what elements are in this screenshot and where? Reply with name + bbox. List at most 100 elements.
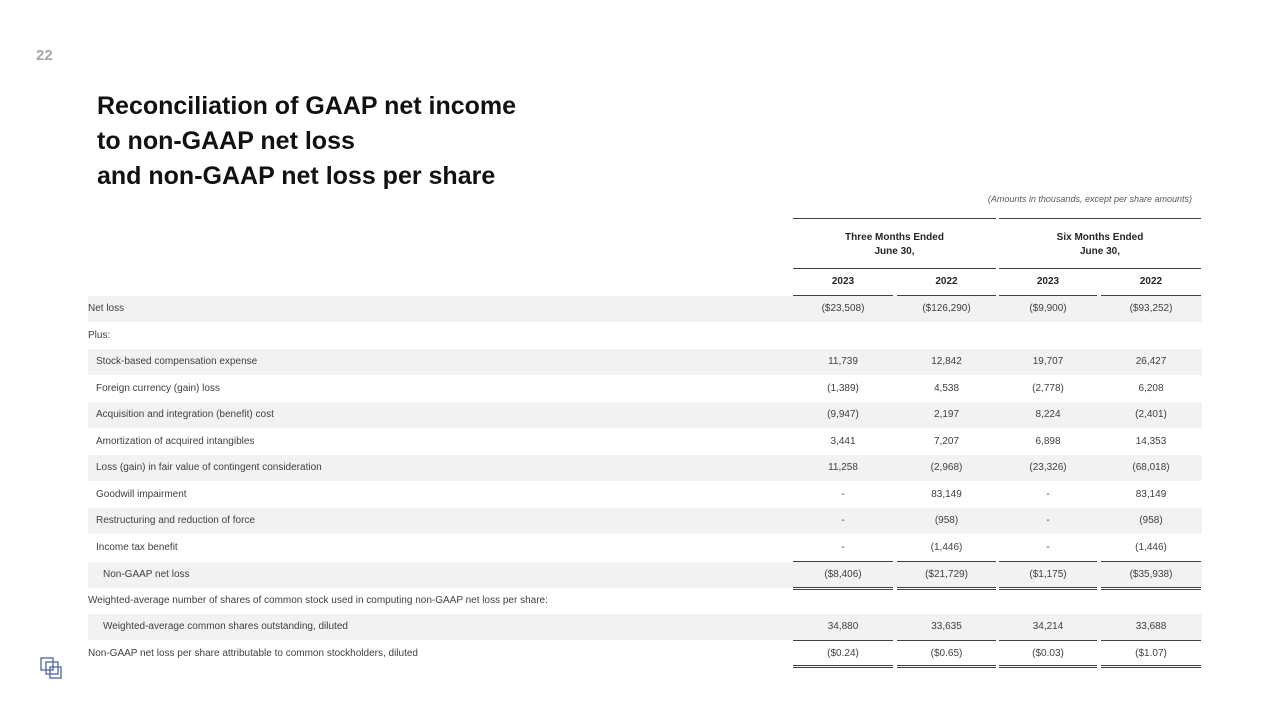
group-header-six-months: Six Months Ended June 30, — [999, 218, 1201, 259]
row-label: Restructuring and reduction of force — [96, 515, 255, 526]
total-double-line — [793, 665, 893, 668]
cell-value: ($0.24) — [827, 648, 859, 659]
cell-value: (1,446) — [1135, 542, 1167, 553]
cell-value: 8,224 — [1035, 409, 1061, 420]
row-label: Net loss — [88, 303, 125, 314]
cell-value: ($126,290) — [922, 303, 971, 314]
cell-value: 3,441 — [830, 436, 856, 447]
title-line-1: Reconciliation of GAAP net income — [97, 92, 517, 120]
group-header-three-months: Three Months Ended June 30, — [793, 218, 996, 259]
cell-value: (68,018) — [1132, 462, 1170, 473]
subtotal-line — [897, 561, 996, 562]
table-row-weighted-average-diluted: Weighted-average common shares outstandi… — [88, 614, 1202, 640]
cell-value: ($9,900) — [1029, 303, 1067, 314]
subtotal-line — [1101, 640, 1201, 641]
cell-value: - — [1046, 489, 1050, 500]
cell-value: ($8,406) — [824, 569, 862, 580]
total-double-line — [1101, 665, 1201, 668]
total-double-line — [897, 587, 996, 590]
total-double-line — [999, 587, 1097, 590]
row-label: Stock-based compensation expense — [96, 356, 258, 367]
table-row-restructuring: Restructuring and reduction of force - (… — [88, 508, 1202, 534]
year-divider — [1101, 295, 1201, 296]
table-row-net-loss: Net loss ($23,508) ($126,290) ($9,900) (… — [88, 296, 1202, 322]
page-number: 22 — [36, 47, 53, 64]
subtotal-line — [897, 640, 996, 641]
cell-value: ($1.07) — [1135, 648, 1167, 659]
group-header-line2: June 30, — [874, 246, 915, 257]
cell-value: (2,968) — [930, 462, 963, 473]
total-double-line — [1101, 587, 1201, 590]
cell-value: (23,326) — [1029, 462, 1067, 473]
row-label: Amortization of acquired intangibles — [96, 436, 255, 447]
year-header: 2022 — [935, 276, 958, 287]
cell-value: 2,197 — [933, 409, 960, 420]
cell-value: ($0.65) — [930, 648, 963, 659]
row-label: Loss (gain) in fair value of contingent … — [96, 462, 322, 473]
cell-value: (1,446) — [930, 542, 963, 553]
table-row-contingent-consideration: Loss (gain) in fair value of contingent … — [88, 455, 1202, 481]
cell-value: - — [1046, 542, 1050, 553]
total-double-line — [999, 665, 1097, 668]
year-header: 2022 — [1139, 276, 1163, 287]
row-label: Income tax benefit — [96, 542, 178, 553]
row-label: Acquisition and integration (benefit) co… — [96, 409, 274, 420]
cell-value: 11,258 — [828, 462, 858, 473]
cell-value: (2,778) — [1032, 383, 1064, 394]
group-divider — [999, 268, 1201, 269]
cell-value: 12,842 — [931, 356, 962, 367]
cell-value: ($93,252) — [1129, 303, 1173, 314]
cell-value: (1,389) — [827, 383, 859, 394]
cell-value: - — [1046, 515, 1050, 526]
cell-value: - — [841, 489, 845, 500]
year-header: 2023 — [831, 276, 855, 287]
cell-value: 19,707 — [1032, 356, 1064, 367]
page-title: Reconciliation of GAAP net income to non… — [97, 89, 516, 194]
table-row-amortization: Amortization of acquired intangibles 3,4… — [88, 429, 1202, 455]
row-label: Foreign currency (gain) loss — [96, 383, 220, 394]
table-row-non-gaap-net-loss: Non-GAAP net loss ($8,406) ($21,729) ($1… — [88, 562, 1202, 588]
subtotal-line — [793, 561, 893, 562]
cell-value: ($0.03) — [1032, 648, 1064, 659]
title-line-2: to non-GAAP net loss — [97, 127, 355, 155]
cell-value: (9,947) — [827, 409, 859, 420]
table-row-acquisition: Acquisition and integration (benefit) co… — [88, 402, 1202, 428]
subtotal-line — [1101, 561, 1201, 562]
cell-value: ($23,508) — [821, 303, 865, 314]
total-double-line — [897, 665, 996, 668]
table-row-goodwill: Goodwill impairment - 83,149 - 83,149 — [88, 482, 1202, 508]
row-label: Non-GAAP net loss per share attributable… — [88, 648, 418, 659]
cell-value: 7,207 — [933, 436, 960, 447]
cell-value: (958) — [934, 515, 959, 526]
row-label: Weighted-average number of shares of com… — [88, 595, 548, 606]
cell-value: 33,635 — [931, 621, 962, 632]
cell-value: 6,898 — [1035, 436, 1061, 447]
cell-value: ($35,938) — [1129, 569, 1173, 580]
cell-value: 83,149 — [1135, 489, 1167, 500]
year-divider — [999, 295, 1097, 296]
cell-value: 33,688 — [1135, 621, 1167, 632]
amounts-note: (Amounts in thousands, except per share … — [987, 194, 1192, 204]
cell-value: 34,214 — [1032, 621, 1064, 632]
table-row-income-tax: Income tax benefit - (1,446) - (1,446) — [88, 535, 1202, 561]
overlapping-squares-logo-icon — [40, 657, 62, 679]
subtotal-line — [793, 640, 893, 641]
row-label: Goodwill impairment — [96, 489, 187, 500]
cell-value: - — [841, 542, 845, 553]
group-header-line1: Six Months Ended — [1056, 232, 1144, 243]
cell-value: (2,401) — [1135, 409, 1167, 420]
cell-value: 4,538 — [933, 383, 960, 394]
total-double-line — [793, 587, 893, 590]
group-header-line2: June 30, — [1079, 246, 1121, 257]
group-header-line1: Three Months Ended — [845, 232, 944, 243]
row-label: Non-GAAP net loss — [103, 569, 190, 580]
year-divider — [897, 295, 996, 296]
cell-value: 26,427 — [1135, 356, 1167, 367]
cell-value: 11,739 — [828, 356, 858, 367]
table-row-stock-comp: Stock-based compensation expense 11,739 … — [88, 349, 1202, 375]
title-line-3: and non-GAAP net loss per share — [97, 162, 496, 190]
subtotal-line — [999, 640, 1097, 641]
table-row-foreign-currency: Foreign currency (gain) loss (1,389) 4,5… — [88, 376, 1202, 402]
cell-value: 14,353 — [1135, 436, 1167, 447]
group-divider — [793, 268, 996, 269]
